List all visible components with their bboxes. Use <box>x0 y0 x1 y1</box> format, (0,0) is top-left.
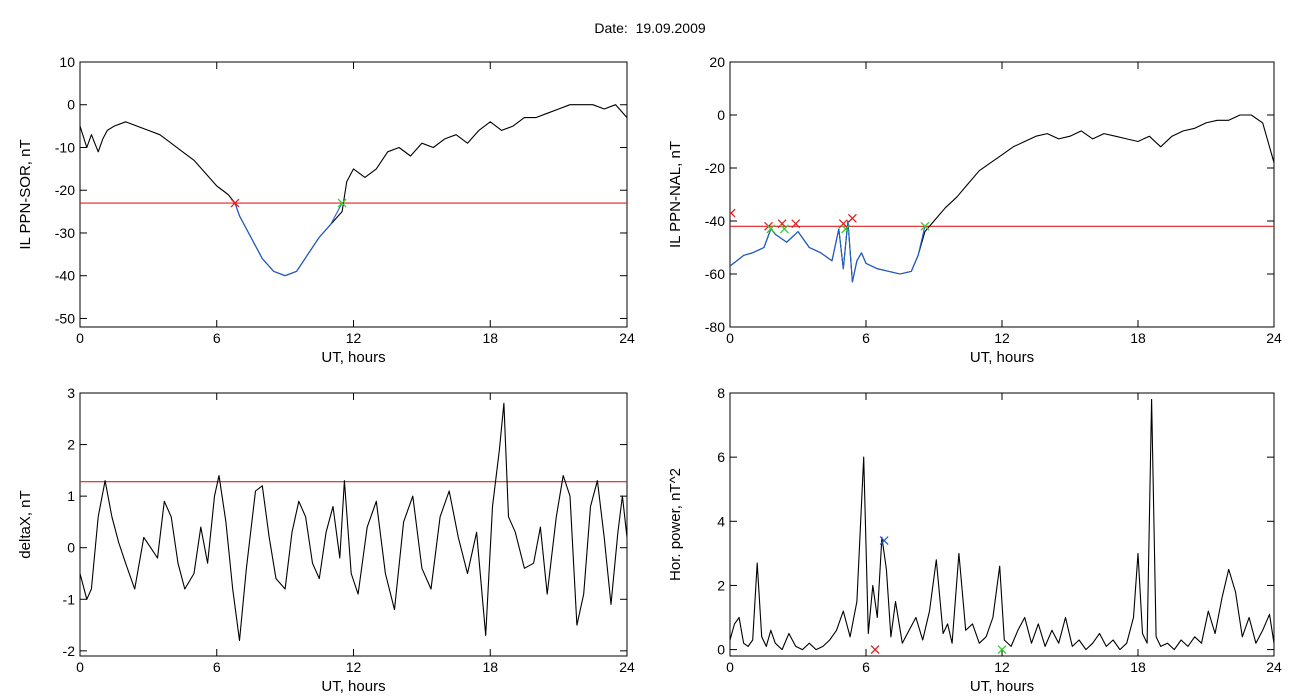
marker-stroke <box>766 224 776 234</box>
y-tick-label: 0 <box>67 97 75 113</box>
marker-stroke <box>230 198 240 208</box>
chart-panel-4: 0 6 12 18 24 8 6 4 2 0 UT, hours Hor. power, nT^2 <box>667 385 1282 695</box>
marker-end <box>766 224 776 234</box>
x-axis-label: UT, hours <box>321 349 385 366</box>
x-tick-label: 18 <box>1130 330 1146 346</box>
marker-end <box>779 224 789 234</box>
page-title: Date: 19.09.2009 <box>594 20 706 36</box>
y-tick-label: 10 <box>59 54 75 70</box>
y-tick-label: 6 <box>717 449 725 465</box>
y-tick-label: -60 <box>705 266 725 282</box>
x-tick-label: 24 <box>1266 330 1282 346</box>
marker-peak <box>879 536 889 545</box>
x-axis-label: UT, hours <box>321 678 385 695</box>
plot-data <box>730 114 1274 283</box>
plot-frame <box>729 392 1275 657</box>
y-tick-label: -80 <box>705 319 725 335</box>
y-tick-label: 8 <box>717 385 725 401</box>
y-tick-label: 1 <box>67 488 75 504</box>
y-tick-label: 2 <box>717 577 725 593</box>
data-trace <box>80 402 627 642</box>
marker-end <box>997 645 1007 655</box>
marker-stroke <box>337 198 347 208</box>
x-tick-label: 6 <box>213 659 221 675</box>
x-tick-label: 6 <box>213 330 221 346</box>
plot-frame <box>79 61 628 328</box>
marker-stroke <box>777 219 787 229</box>
x-axis-label: UT, hours <box>970 349 1034 366</box>
x-tick-label: 12 <box>346 330 362 346</box>
marker-stroke <box>838 219 848 229</box>
y-tick-label: 2 <box>67 437 75 453</box>
y-axis-label: IL PPN-SOR, nT <box>17 139 34 249</box>
marker-stroke <box>870 645 880 655</box>
x-tick-label: 24 <box>619 330 635 346</box>
y-tick-label: 0 <box>67 540 75 556</box>
marker-stroke <box>791 219 801 229</box>
data-trace <box>730 114 1274 283</box>
y-tick-label: 20 <box>709 54 725 70</box>
marker-end <box>337 198 347 208</box>
x-tick-label: 18 <box>482 330 498 346</box>
x-tick-label: 24 <box>1266 659 1282 675</box>
y-tick-label: -20 <box>55 182 75 198</box>
y-tick-label: 0 <box>717 642 725 658</box>
x-tick-label: 6 <box>862 659 870 675</box>
marker-stroke <box>841 224 851 234</box>
marker-stroke <box>879 536 889 545</box>
x-tick-label: 0 <box>726 330 734 346</box>
y-axis-label: IL PPN-NAL, nT <box>667 141 684 248</box>
y-tick-label: 0 <box>717 107 725 123</box>
marker-stroke <box>920 221 930 231</box>
plot-data <box>80 104 627 277</box>
marker-start <box>230 198 240 208</box>
x-tick-label: 18 <box>1130 659 1146 675</box>
x-axis-label: UT, hours <box>970 678 1034 695</box>
chart-panel-2: 0 6 12 18 24 20 0 -20 -40 -60 -80 UT, hours IL PPN-N… <box>667 54 1282 366</box>
marker-start <box>870 645 880 655</box>
data-trace <box>730 398 1274 651</box>
marker-stroke <box>730 208 736 216</box>
y-tick-label: -20 <box>705 160 725 176</box>
x-tick-label: 0 <box>76 659 84 675</box>
data-trace <box>80 104 627 277</box>
y-tick-label: -2 <box>63 643 76 659</box>
y-tick-label: -1 <box>63 591 76 607</box>
y-axis-label: Hor. power, nT^2 <box>667 468 684 581</box>
y-tick-label: 4 <box>717 513 725 529</box>
y-tick-label: -40 <box>55 268 75 284</box>
plot-data <box>730 398 1274 655</box>
y-tick-label: -50 <box>55 310 75 326</box>
x-tick-label: 0 <box>726 659 734 675</box>
y-tick-label: -40 <box>705 213 725 229</box>
marker-start <box>791 219 801 229</box>
marker-end <box>841 224 851 234</box>
marker-stroke <box>779 224 789 234</box>
x-tick-label: 12 <box>994 659 1010 675</box>
highlight-segment <box>730 220 926 283</box>
marker-stroke <box>847 213 857 223</box>
y-tick-label: 3 <box>67 385 75 401</box>
y-axis-label: deltaX, nT <box>17 490 34 558</box>
chart-panel-1: 0 6 12 18 24 10 0 -10 -20 -30 -40 -50 UT, hours IL PP… <box>17 54 635 366</box>
plot-frame <box>729 61 1275 328</box>
highlight-segment <box>234 202 343 277</box>
x-tick-label: 18 <box>482 659 498 675</box>
y-tick-label: -10 <box>55 139 75 155</box>
plot-data <box>80 402 627 642</box>
marker-start <box>838 219 848 229</box>
x-tick-label: 6 <box>862 330 870 346</box>
x-tick-label: 12 <box>994 330 1010 346</box>
marker-start <box>777 219 787 229</box>
chart-panel-3: 0 6 12 18 24 3 2 1 0 -1 -2 UT, hours deltaX, nT <box>17 385 635 695</box>
marker-start <box>730 208 736 218</box>
x-tick-label: 12 <box>346 659 362 675</box>
x-tick-label: 0 <box>76 330 84 346</box>
y-tick-label: -30 <box>55 225 75 241</box>
marker-end <box>920 221 930 231</box>
x-tick-label: 24 <box>619 659 635 675</box>
marker-stroke <box>997 645 1007 655</box>
marker-start <box>847 213 857 223</box>
